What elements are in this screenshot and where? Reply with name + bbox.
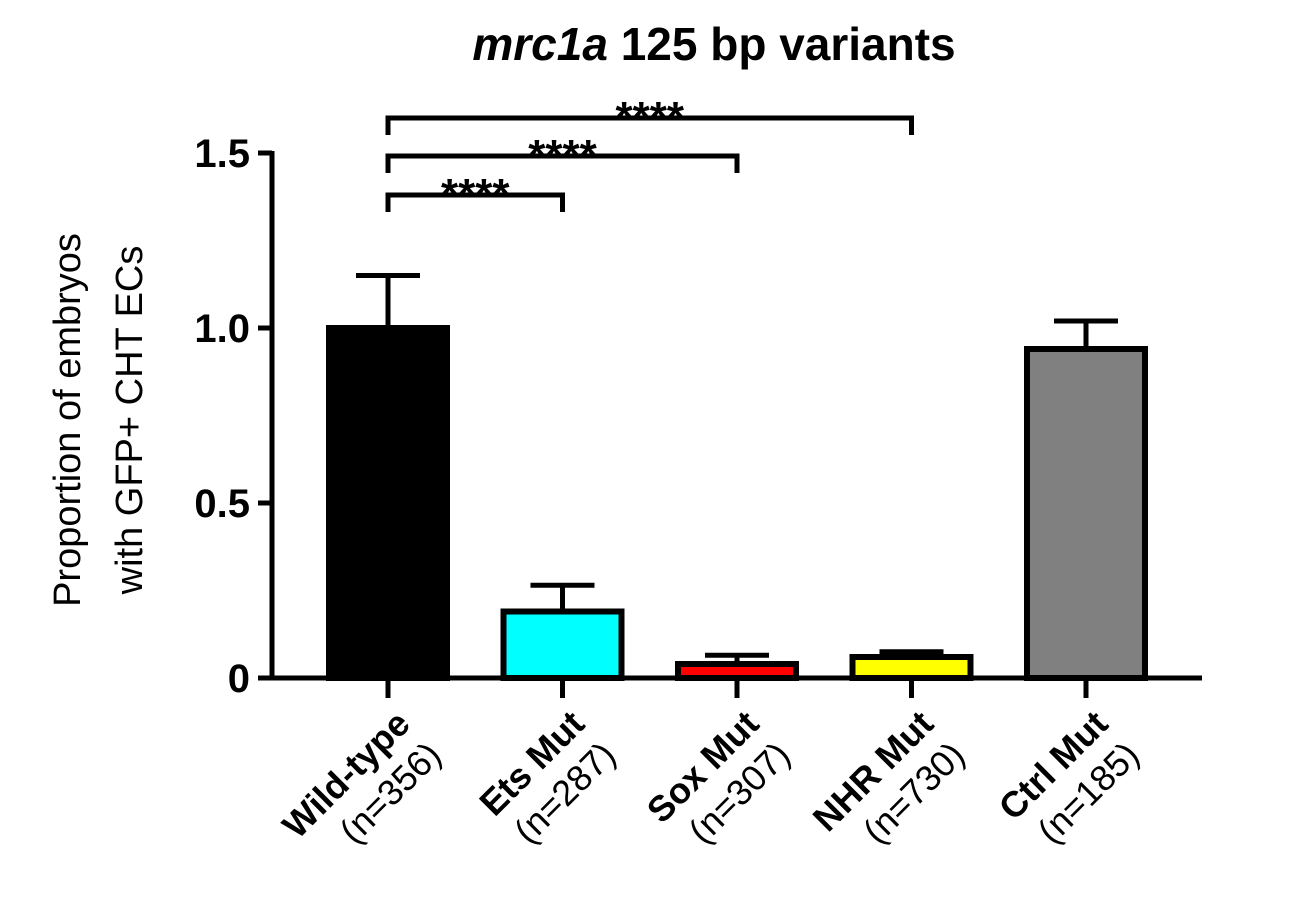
y-axis-label-line1: Proportion of embryos — [47, 233, 89, 607]
x-tick-label: Ets Mut(n=287) — [471, 703, 623, 852]
significance-label: **** — [616, 93, 685, 142]
bars — [326, 273, 1148, 681]
x-tick-label: Sox Mut(n=307) — [639, 703, 798, 852]
x-tick-label: NHR Mut(n=730) — [805, 703, 973, 852]
significance-bracket — [385, 115, 914, 135]
significance-bracket — [385, 153, 740, 173]
y-axis-label-line2: with GFP+ CHT ECs — [109, 246, 151, 596]
significance-label: **** — [528, 131, 597, 180]
bar — [675, 661, 799, 681]
x-tick-label: Wild-type(n=356) — [274, 703, 448, 852]
bar — [849, 654, 974, 681]
significance-bracket — [385, 192, 565, 212]
bar — [1024, 346, 1148, 681]
y-tick-label: 1.0 — [194, 307, 250, 351]
bar — [326, 325, 450, 681]
significance-brackets: **** **** **** — [385, 93, 914, 219]
x-tick-label: Ctrl Mut(n=185) — [991, 703, 1147, 852]
bar — [500, 608, 625, 681]
x-tick-labels: Wild-type(n=356) Ets Mut(n=287) Sox Mut(n=… — [274, 703, 1147, 852]
chart-title: mrc1a 125 bp variants — [472, 18, 955, 70]
y-tick-label: 0.5 — [194, 482, 250, 526]
y-tick-label: 1.5 — [194, 132, 250, 176]
chart-title-italic: mrc1a — [472, 18, 608, 70]
y-tick-label: 0 — [228, 657, 250, 701]
chart-title-rest: 125 bp variants — [608, 18, 956, 70]
y-axis-label: Proportion of embryos with GFP+ CHT ECs — [47, 233, 151, 607]
significance-label: **** — [441, 170, 510, 219]
